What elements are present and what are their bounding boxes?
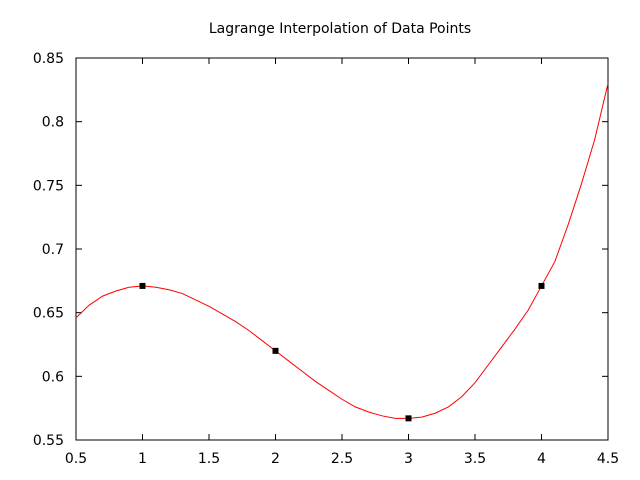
data-point — [538, 282, 545, 289]
x-tick-label: 0.5 — [65, 451, 87, 467]
plot-area — [75, 83, 609, 422]
interpolation-curve — [75, 83, 609, 419]
x-tick-label: 2 — [271, 451, 280, 467]
x-axis: 0.5 1 1.5 2 2.5 3 3.5 4 4.5 — [65, 58, 619, 467]
x-tick-label: 2.5 — [331, 451, 353, 467]
y-tick-label: 0.7 — [42, 242, 64, 258]
plot-frame — [75, 57, 609, 441]
x-tick-label: 1.5 — [198, 451, 220, 467]
y-tick-label: 0.75 — [33, 178, 64, 194]
x-tick-label: 3 — [404, 451, 413, 467]
x-tick-label: 1 — [138, 451, 147, 467]
y-tick-label: 0.85 — [33, 51, 64, 67]
y-tick-label: 0.65 — [33, 306, 64, 322]
data-point — [405, 415, 412, 422]
y-tick-label: 0.8 — [42, 115, 64, 131]
x-tick-label: 3.5 — [464, 451, 486, 467]
x-tick-label: 4.5 — [597, 451, 619, 467]
x-tick-label: 4 — [537, 451, 546, 467]
y-axis: 0.55 0.6 0.65 0.7 0.75 0.8 0.85 — [33, 51, 608, 449]
chart-title: Lagrange Interpolation of Data Points — [209, 21, 471, 37]
y-tick-label: 0.6 — [42, 369, 64, 385]
data-point — [139, 282, 146, 289]
y-tick-label: 0.55 — [33, 433, 64, 449]
data-point — [272, 347, 279, 354]
